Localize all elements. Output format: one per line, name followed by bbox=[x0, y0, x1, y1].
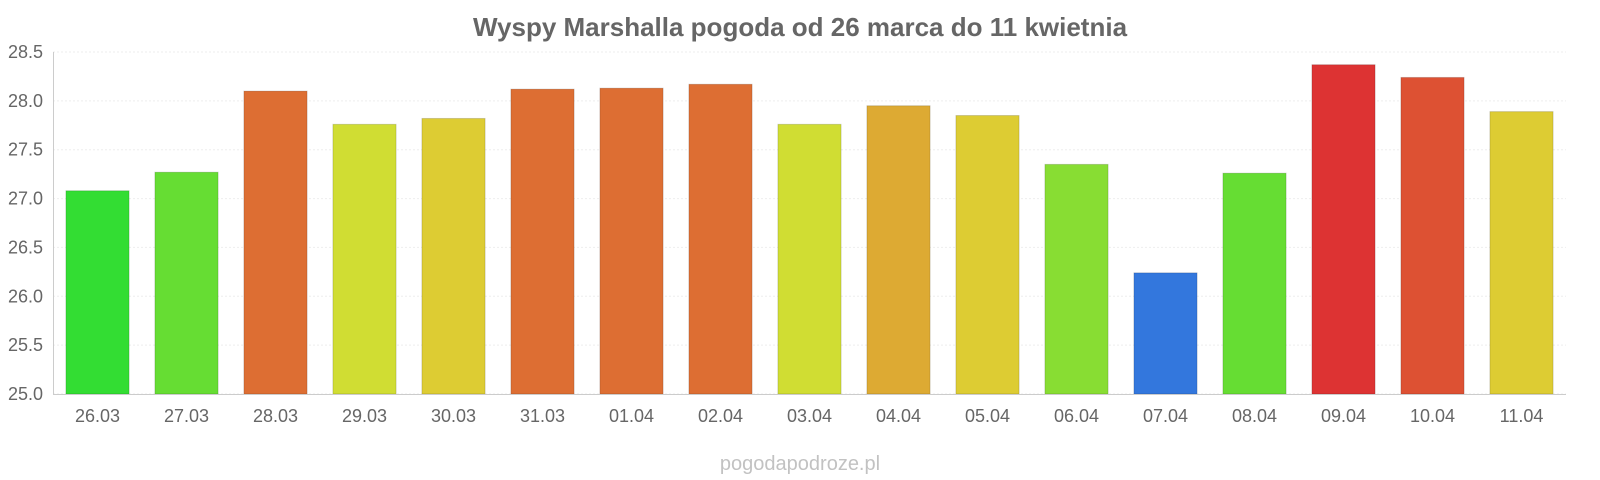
bar-06.04 bbox=[1044, 163, 1109, 395]
y-tick-label: 25.5 bbox=[8, 335, 43, 355]
x-tick-label: 02.04 bbox=[698, 406, 743, 426]
x-tick-label: 29.03 bbox=[342, 406, 387, 426]
y-tick-label: 26.5 bbox=[8, 237, 43, 257]
x-tick-label: 01.04 bbox=[609, 406, 654, 426]
x-tick-label: 04.04 bbox=[876, 406, 921, 426]
x-tick-label: 08.04 bbox=[1232, 406, 1277, 426]
bar-07.04 bbox=[1133, 272, 1198, 395]
y-axis-ticks: 25.0 25.5 26.0 26.5 27.0 27.5 28.0 28.5 bbox=[8, 42, 43, 404]
x-tick-label: 28.03 bbox=[253, 406, 298, 426]
bar-27.03 bbox=[154, 171, 219, 395]
chart-title: Wyspy Marshalla pogoda od 26 marca do 11… bbox=[473, 12, 1128, 42]
x-axis-ticks: 26.03 27.03 28.03 29.03 30.03 31.03 01.04 02.04… bbox=[75, 406, 1543, 426]
y-tick-label: 27.5 bbox=[8, 140, 43, 160]
x-tick-label: 03.04 bbox=[787, 406, 832, 426]
y-tick-label: 28.5 bbox=[8, 42, 43, 62]
bar-11.04 bbox=[1489, 111, 1554, 395]
y-tick-label: 27.0 bbox=[8, 189, 43, 209]
x-tick-label: 31.03 bbox=[520, 406, 565, 426]
bar-29.03 bbox=[332, 123, 397, 395]
y-tick-label: 25.0 bbox=[8, 384, 43, 404]
x-tick-label: 09.04 bbox=[1321, 406, 1366, 426]
bar-26.03 bbox=[65, 190, 130, 395]
x-tick-label: 27.03 bbox=[164, 406, 209, 426]
y-tick-label: 26.0 bbox=[8, 286, 43, 306]
bar-08.04 bbox=[1222, 172, 1287, 395]
bar-01.04 bbox=[599, 87, 664, 395]
bar-02.04 bbox=[688, 83, 753, 395]
bar-28.03 bbox=[243, 90, 308, 395]
x-tick-label: 07.04 bbox=[1143, 406, 1188, 426]
watermark: pogodapodroze.pl bbox=[720, 453, 880, 475]
bar-05.04 bbox=[955, 115, 1020, 395]
x-tick-label: 05.04 bbox=[965, 406, 1010, 426]
bar-31.03 bbox=[510, 88, 575, 395]
x-tick-label: 11.04 bbox=[1500, 406, 1544, 426]
x-tick-label: 26.03 bbox=[75, 406, 120, 426]
bar-10.04 bbox=[1400, 76, 1465, 395]
x-tick-label: 30.03 bbox=[431, 406, 476, 426]
bar-04.04 bbox=[866, 105, 931, 395]
bar-09.04 bbox=[1311, 64, 1376, 395]
bar-03.04 bbox=[777, 123, 842, 395]
x-tick-label: 06.04 bbox=[1054, 406, 1099, 426]
bars bbox=[65, 64, 1554, 395]
x-tick-label: 10.04 bbox=[1410, 406, 1455, 426]
bar-30.03 bbox=[421, 117, 486, 395]
y-tick-label: 28.0 bbox=[8, 91, 43, 111]
